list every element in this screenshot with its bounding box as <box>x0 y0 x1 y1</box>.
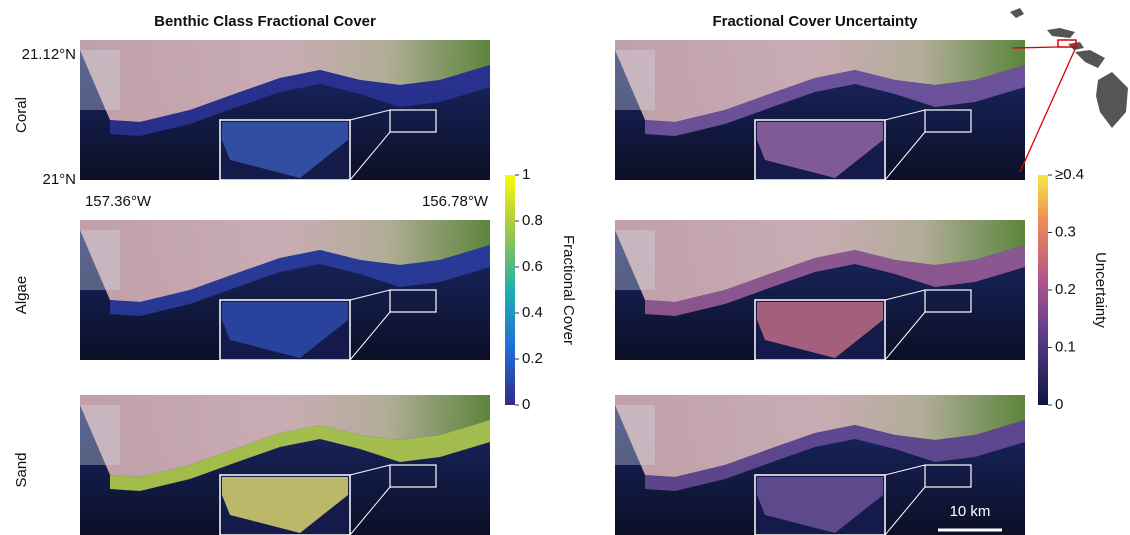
colorbar-tick-label: 0 <box>522 396 530 413</box>
inset-box <box>924 289 972 313</box>
colorbar-label: Uncertainty <box>1092 252 1109 328</box>
cloud <box>615 405 655 465</box>
land <box>615 40 1025 122</box>
inset-connector <box>349 486 391 535</box>
colorbar <box>505 175 515 405</box>
panel-title: Benthic Class Fractional Cover <box>154 13 376 30</box>
land <box>80 220 490 302</box>
map-panel <box>80 40 490 181</box>
inset-box <box>924 464 972 488</box>
inset-connector <box>884 311 926 361</box>
latitude-label: 21.12°N <box>22 46 76 63</box>
inset-connector <box>884 131 926 181</box>
colorbar-tick-label: 0.2 <box>1055 281 1076 298</box>
cloud <box>80 230 120 290</box>
reef-band <box>645 65 1025 136</box>
colorbars: 0 0.2 0.4 0.6 0.8 1 Fractional Cover 0 0.1 0.2 0.3… <box>505 166 1109 413</box>
colorbar-label: Fractional Cover <box>560 235 577 345</box>
colorbar-tick-label: ≥0.4 <box>1055 166 1084 183</box>
cloud <box>615 230 655 290</box>
inset-connector <box>884 109 926 121</box>
reef-band <box>645 420 1025 491</box>
map-panel <box>80 220 490 361</box>
inset-reef <box>757 302 883 358</box>
land <box>615 395 1025 477</box>
inset-box <box>389 464 437 488</box>
scale-bar-label: 10 km <box>950 503 991 520</box>
inset-reef <box>757 477 883 533</box>
map-panel <box>615 220 1025 361</box>
row-label: Algae <box>13 276 30 314</box>
cloud <box>615 50 655 110</box>
map-panel <box>80 395 490 535</box>
colorbar-tick-label: 0.8 <box>522 212 543 229</box>
inset-reef <box>222 477 348 533</box>
inset-connector <box>884 464 926 476</box>
inset-box <box>389 109 437 133</box>
reef-band <box>110 65 490 136</box>
inset-box <box>389 289 437 313</box>
reef-band <box>645 245 1025 316</box>
cloud <box>80 405 120 465</box>
row-label: Sand <box>13 452 30 487</box>
land <box>615 220 1025 302</box>
latitude-label: 21°N <box>42 171 76 188</box>
locator-map <box>1010 8 1128 173</box>
inset-connector <box>349 131 391 181</box>
inset-box <box>924 109 972 133</box>
row-label: Coral <box>13 97 30 133</box>
longitude-label: 157.36°W <box>85 193 152 210</box>
inset-reef <box>757 122 883 178</box>
colorbar-tick-label: 1 <box>522 166 530 183</box>
land <box>80 395 490 477</box>
inset-connector <box>349 311 391 361</box>
colorbar-tick-label: 0.6 <box>522 258 543 275</box>
colorbar-tick-label: 0.2 <box>522 350 543 367</box>
inset-connector <box>349 289 391 301</box>
colorbar-tick-label: 0.4 <box>522 304 543 321</box>
colorbar-tick-label: 0.3 <box>1055 223 1076 240</box>
maps <box>80 40 1025 535</box>
land <box>80 40 490 122</box>
map-panel <box>615 40 1025 181</box>
colorbar-tick-label: 0 <box>1055 396 1063 413</box>
colorbar <box>1038 175 1048 405</box>
inset-connector <box>884 486 926 535</box>
inset-connector <box>349 109 391 121</box>
panel-title: Fractional Cover Uncertainty <box>712 13 918 30</box>
reef-band <box>110 420 490 491</box>
colorbar-tick-label: 0.1 <box>1055 338 1076 355</box>
inset-connector <box>884 289 926 301</box>
reef-band <box>110 245 490 316</box>
inset-reef <box>222 122 348 178</box>
longitude-label: 156.78°W <box>422 193 489 210</box>
map-panel <box>615 395 1025 535</box>
inset-reef <box>222 302 348 358</box>
cloud <box>80 50 120 110</box>
inset-connector <box>349 464 391 476</box>
